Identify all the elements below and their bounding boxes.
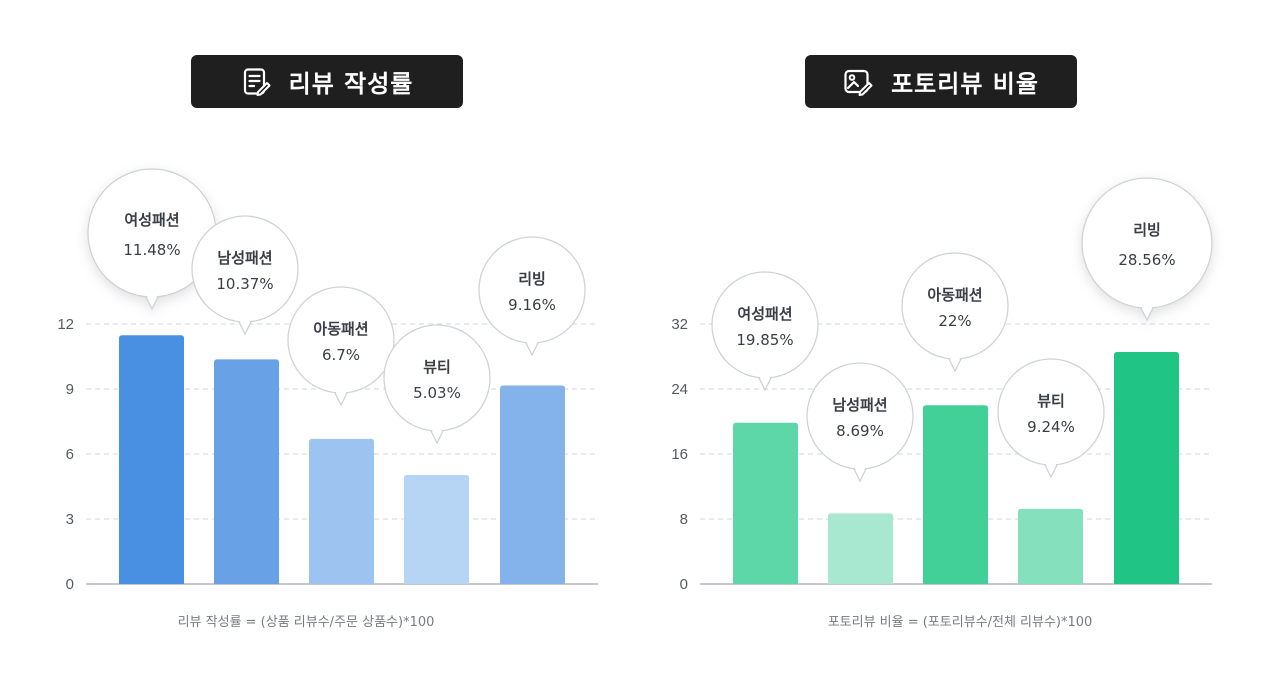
y-tick-label: 0 (66, 576, 74, 593)
value-bubble: 아동패션 6.7% (287, 286, 395, 407)
y-tick-label: 6 (66, 446, 74, 463)
bubble-value-label: 5.03% (413, 384, 461, 402)
bubble-circle (997, 358, 1105, 466)
bubble-category-label: 아동패션 (313, 320, 368, 338)
y-tick-label: 9 (66, 381, 74, 398)
bubble-circle (191, 215, 299, 323)
y-tick-label: 32 (671, 316, 688, 333)
bubble-category-label: 아동패션 (927, 286, 982, 304)
bubble-category-label: 여성패션 (124, 211, 179, 229)
bubble-pointer-fill (335, 390, 347, 403)
document-edit-icon (243, 67, 271, 96)
value-bubble: 여성패션 11.48% (87, 168, 217, 311)
bar-1 (119, 335, 184, 584)
bubble-category-label: 남성패션 (832, 396, 887, 414)
value-bubble: 남성패션 8.69% (806, 362, 914, 483)
value-bubble: 리빙 28.56% (1081, 177, 1213, 322)
photo-review-chart: 0 8 16 24 32 여성패션 19.85% 남성패션 8.69% 아동패션 22% 뷰티 9.24… (671, 177, 1213, 593)
value-bubble: 뷰티 5.03% (383, 324, 491, 445)
bubble-category-label: 뷰티 (1037, 392, 1065, 410)
bubble-pointer-fill (239, 319, 251, 332)
bubble-value-label: 9.16% (508, 296, 556, 314)
photo-review-chart-panel: 포토리뷰 비율 0 8 16 24 32 여성패션 19.85% 남성패션 8.69% 아동패션 2… (640, 0, 1280, 694)
y-tick-label: 16 (671, 446, 688, 463)
bar-2 (828, 513, 893, 584)
bubble-value-label: 22% (938, 312, 971, 330)
bubble-value-label: 10.37% (216, 275, 273, 293)
y-tick-label: 12 (57, 316, 74, 333)
bubble-category-label: 뷰티 (423, 358, 451, 376)
y-tick-label: 8 (680, 511, 688, 528)
y-tick-label: 3 (66, 511, 74, 528)
bar-5 (500, 385, 565, 584)
bubble-circle (287, 286, 395, 394)
bubble-pointer-fill (146, 294, 158, 307)
review-rate-chart: 0 3 6 9 12 여성패션 11.48% 남성패션 10.37% 아동패션 6.7% 뷰티 5.03… (57, 168, 598, 593)
value-bubble: 뷰티 9.24% (997, 358, 1105, 479)
bubble-pointer-fill (854, 466, 866, 479)
bubble-circle (1081, 177, 1213, 309)
review-rate-chart-panel: 리뷰 작성률 0 3 6 9 12 여성패션 11.48% 남성패션 10.37% 아동패션 6.7… (57, 55, 598, 630)
bar-2 (214, 359, 279, 584)
photo-review-formula: 포토리뷰 비율 = (포토리뷰수/전체 리뷰수)*100 (827, 615, 1093, 630)
bar-3 (923, 405, 988, 584)
bar-4 (404, 475, 469, 584)
bar-4 (1018, 508, 1083, 584)
bar-5 (1114, 351, 1179, 584)
review-rate-title: 리뷰 작성률 (288, 70, 414, 98)
bar-1 (733, 422, 798, 584)
value-bubble: 아동패션 22% (901, 252, 1009, 373)
bubble-value-label: 6.7% (322, 346, 360, 364)
y-tick-label: 0 (680, 576, 688, 593)
photo-review-title-badge: 포토리뷰 비율 (805, 55, 1077, 108)
bubble-pointer-fill (1045, 462, 1057, 475)
value-bubble: 리빙 9.16% (478, 236, 586, 357)
bubble-category-label: 여성패션 (737, 305, 792, 323)
bubble-circle (806, 362, 914, 470)
bubble-pointer-fill (759, 375, 771, 388)
bubble-value-label: 28.56% (1118, 251, 1175, 269)
bubble-category-label: 남성패션 (217, 249, 272, 267)
bubble-circle (478, 236, 586, 344)
bubble-circle (901, 252, 1009, 360)
bubble-value-label: 19.85% (736, 331, 793, 349)
bubble-category-label: 리빙 (1133, 221, 1161, 239)
bubble-pointer-fill (949, 356, 961, 369)
bubble-category-label: 리빙 (518, 270, 546, 288)
bubble-circle (711, 271, 819, 379)
photo-review-title: 포토리뷰 비율 (891, 70, 1039, 98)
value-bubble: 여성패션 19.85% (711, 271, 819, 392)
y-tick-label: 24 (671, 381, 688, 398)
bubble-circle (383, 324, 491, 432)
review-rate-formula: 리뷰 작성률 = (상품 리뷰수/주문 상품수)*100 (177, 615, 435, 630)
review-rate-title-badge: 리뷰 작성률 (191, 55, 463, 108)
bubble-value-label: 9.24% (1027, 418, 1075, 436)
bubble-pointer-fill (431, 428, 443, 441)
bubble-pointer-fill (526, 340, 538, 353)
bubble-pointer-fill (1141, 305, 1153, 318)
value-bubble: 남성패션 10.37% (191, 215, 299, 336)
bar-3 (309, 438, 374, 584)
bubble-value-label: 11.48% (123, 241, 180, 259)
photo-edit-icon (844, 69, 873, 96)
bubble-value-label: 8.69% (836, 422, 884, 440)
